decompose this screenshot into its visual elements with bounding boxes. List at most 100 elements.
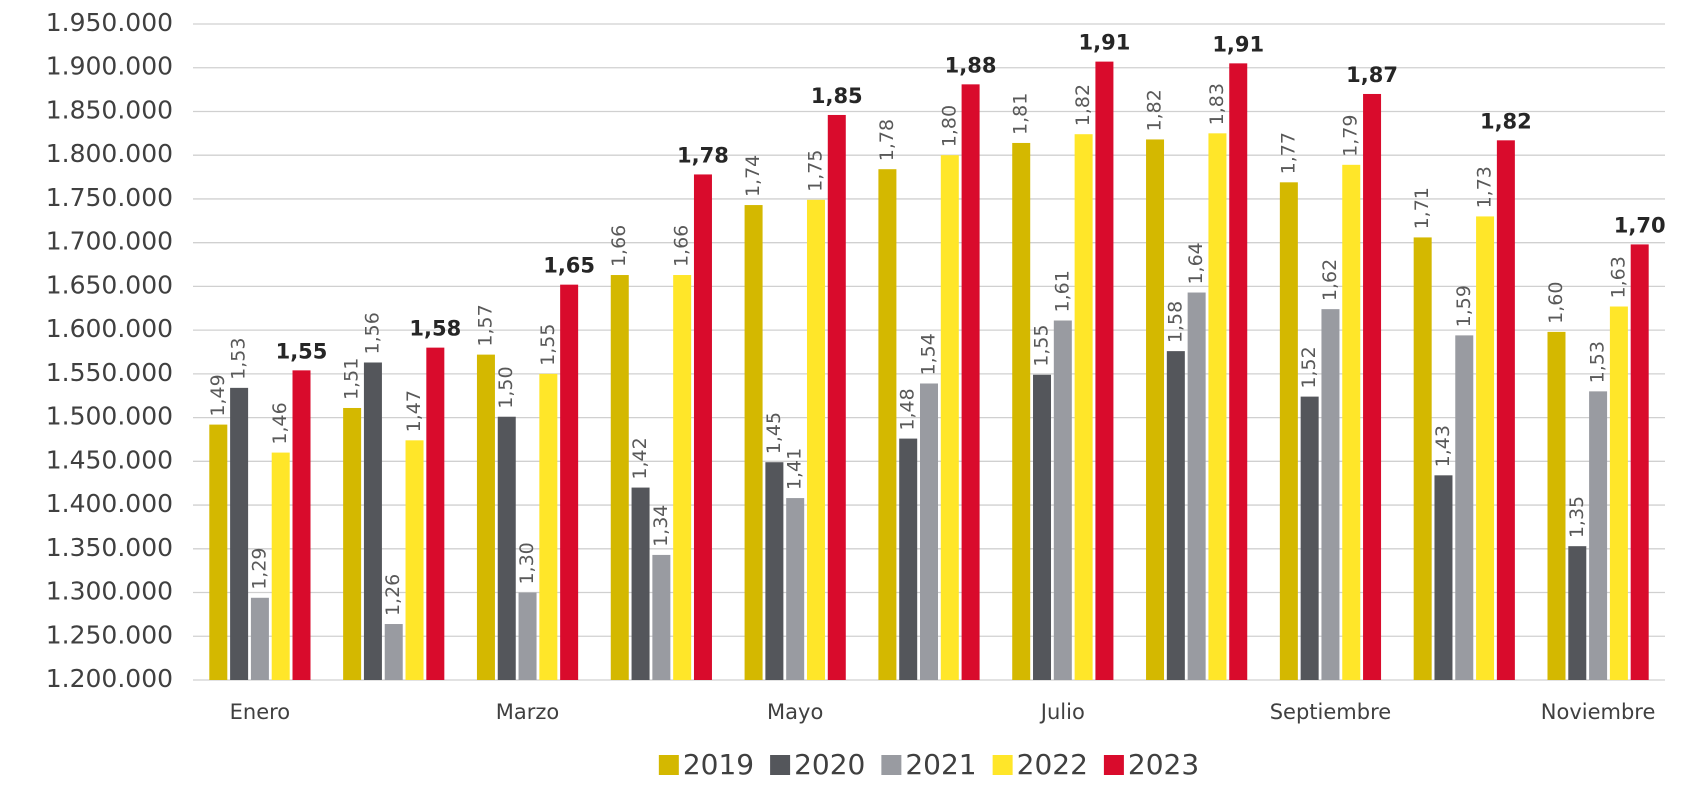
x-tick-label: Septiembre (1270, 700, 1391, 724)
x-tick-label: Mayo (767, 700, 823, 724)
bar (1208, 133, 1227, 681)
y-tick-label: 1.500.000 (46, 402, 173, 431)
bar (786, 498, 805, 680)
data-label: 1,79 (1340, 115, 1362, 157)
bar (497, 416, 516, 680)
data-label: 1,88 (945, 53, 997, 77)
legend-label: 2023 (1128, 748, 1199, 781)
data-label: 1,43 (1432, 425, 1454, 467)
bar (1146, 139, 1165, 680)
data-label: 1,29 (248, 547, 270, 589)
data-label: 1,53 (228, 338, 250, 380)
bar (1589, 391, 1608, 680)
data-label: 1,58 (1164, 301, 1186, 343)
y-tick-label: 1.300.000 (46, 577, 173, 606)
data-label: 1,71 (1411, 187, 1433, 229)
legend: 2019 2020 2021 2022 2023 (658, 748, 1199, 781)
data-label: 1,55 (537, 324, 559, 366)
bar (250, 597, 269, 680)
data-label: 1,53 (1587, 341, 1609, 383)
bar (1413, 237, 1432, 680)
bar (1434, 475, 1453, 680)
bar (1166, 351, 1185, 680)
data-label: 1,85 (811, 84, 863, 108)
bar (476, 354, 495, 680)
bar (1229, 63, 1248, 681)
data-label: 1,66 (671, 225, 693, 267)
y-tick-label: 1.600.000 (46, 314, 173, 343)
legend-swatch (881, 755, 902, 775)
legend-swatch (992, 755, 1013, 775)
y-tick-label: 1.400.000 (46, 489, 173, 518)
bar (230, 387, 249, 680)
bar (744, 205, 763, 680)
bar (560, 284, 579, 680)
bar (1033, 374, 1052, 680)
data-label: 1,26 (382, 574, 404, 616)
bar (652, 554, 671, 680)
data-label: 1,58 (409, 317, 461, 341)
x-tick-label: Marzo (496, 700, 560, 724)
x-tick-label: Noviembre (1541, 700, 1656, 724)
bar (363, 362, 382, 680)
data-label: 1,59 (1453, 285, 1475, 327)
data-label: 1,55 (1031, 324, 1053, 366)
y-tick-label: 1.200.000 (46, 664, 173, 693)
data-label: 1,46 (269, 402, 291, 444)
bar (1095, 61, 1114, 681)
bar (765, 462, 784, 680)
data-label: 1,83 (1206, 83, 1228, 125)
y-tick-label: 1.850.000 (46, 95, 173, 124)
bar (426, 347, 445, 680)
data-label: 1,35 (1566, 496, 1588, 538)
bar (1568, 546, 1587, 680)
data-label: 1,82 (1480, 109, 1532, 133)
data-label: 1,30 (516, 542, 538, 584)
x-tick-label: Enero (230, 700, 291, 724)
data-label: 1,77 (1277, 132, 1299, 174)
data-label: 1,54 (918, 333, 940, 375)
data-label: 1,80 (938, 105, 960, 147)
data-label: 1,73 (1474, 166, 1496, 208)
data-label: 1,70 (1614, 213, 1666, 237)
legend-swatch (1103, 755, 1124, 775)
bar (1321, 309, 1340, 680)
bar (1187, 292, 1206, 680)
bar (1363, 93, 1382, 681)
bar (1547, 331, 1566, 680)
y-tick-label: 1.450.000 (46, 445, 173, 474)
bar (827, 114, 846, 680)
data-label: 1,41 (784, 448, 806, 490)
data-label: 1,62 (1319, 259, 1341, 301)
legend-label: 2019 (683, 748, 754, 781)
data-label: 1,50 (495, 366, 517, 408)
bar (899, 438, 918, 680)
data-label: 1,61 (1051, 270, 1073, 312)
y-tick-label: 1.950.000 (46, 8, 173, 37)
data-label: 1,78 (876, 119, 898, 161)
data-label: 1,56 (361, 312, 383, 354)
data-label: 1,52 (1298, 346, 1320, 388)
data-label: 1,65 (543, 254, 595, 278)
y-tick-label: 1.250.000 (46, 620, 173, 649)
data-label: 1,63 (1607, 256, 1629, 298)
bar (405, 440, 424, 680)
bar (518, 592, 537, 680)
bar (693, 174, 712, 680)
y-tick-label: 1.900.000 (46, 52, 173, 81)
data-label: 1,42 (629, 437, 651, 479)
bar (1279, 182, 1298, 680)
bar (806, 199, 825, 681)
data-label: 1,66 (608, 225, 630, 267)
bar (1609, 306, 1628, 680)
data-label: 1,82 (1144, 89, 1166, 131)
data-label: 1,57 (474, 304, 496, 346)
y-tick-label: 1.800.000 (46, 139, 173, 168)
bar (878, 169, 897, 680)
data-label: 1,91 (1079, 31, 1131, 55)
data-label: 1,74 (742, 155, 764, 197)
bar (610, 275, 629, 680)
data-label: 1,91 (1212, 32, 1264, 56)
data-label: 1,60 (1545, 282, 1567, 324)
